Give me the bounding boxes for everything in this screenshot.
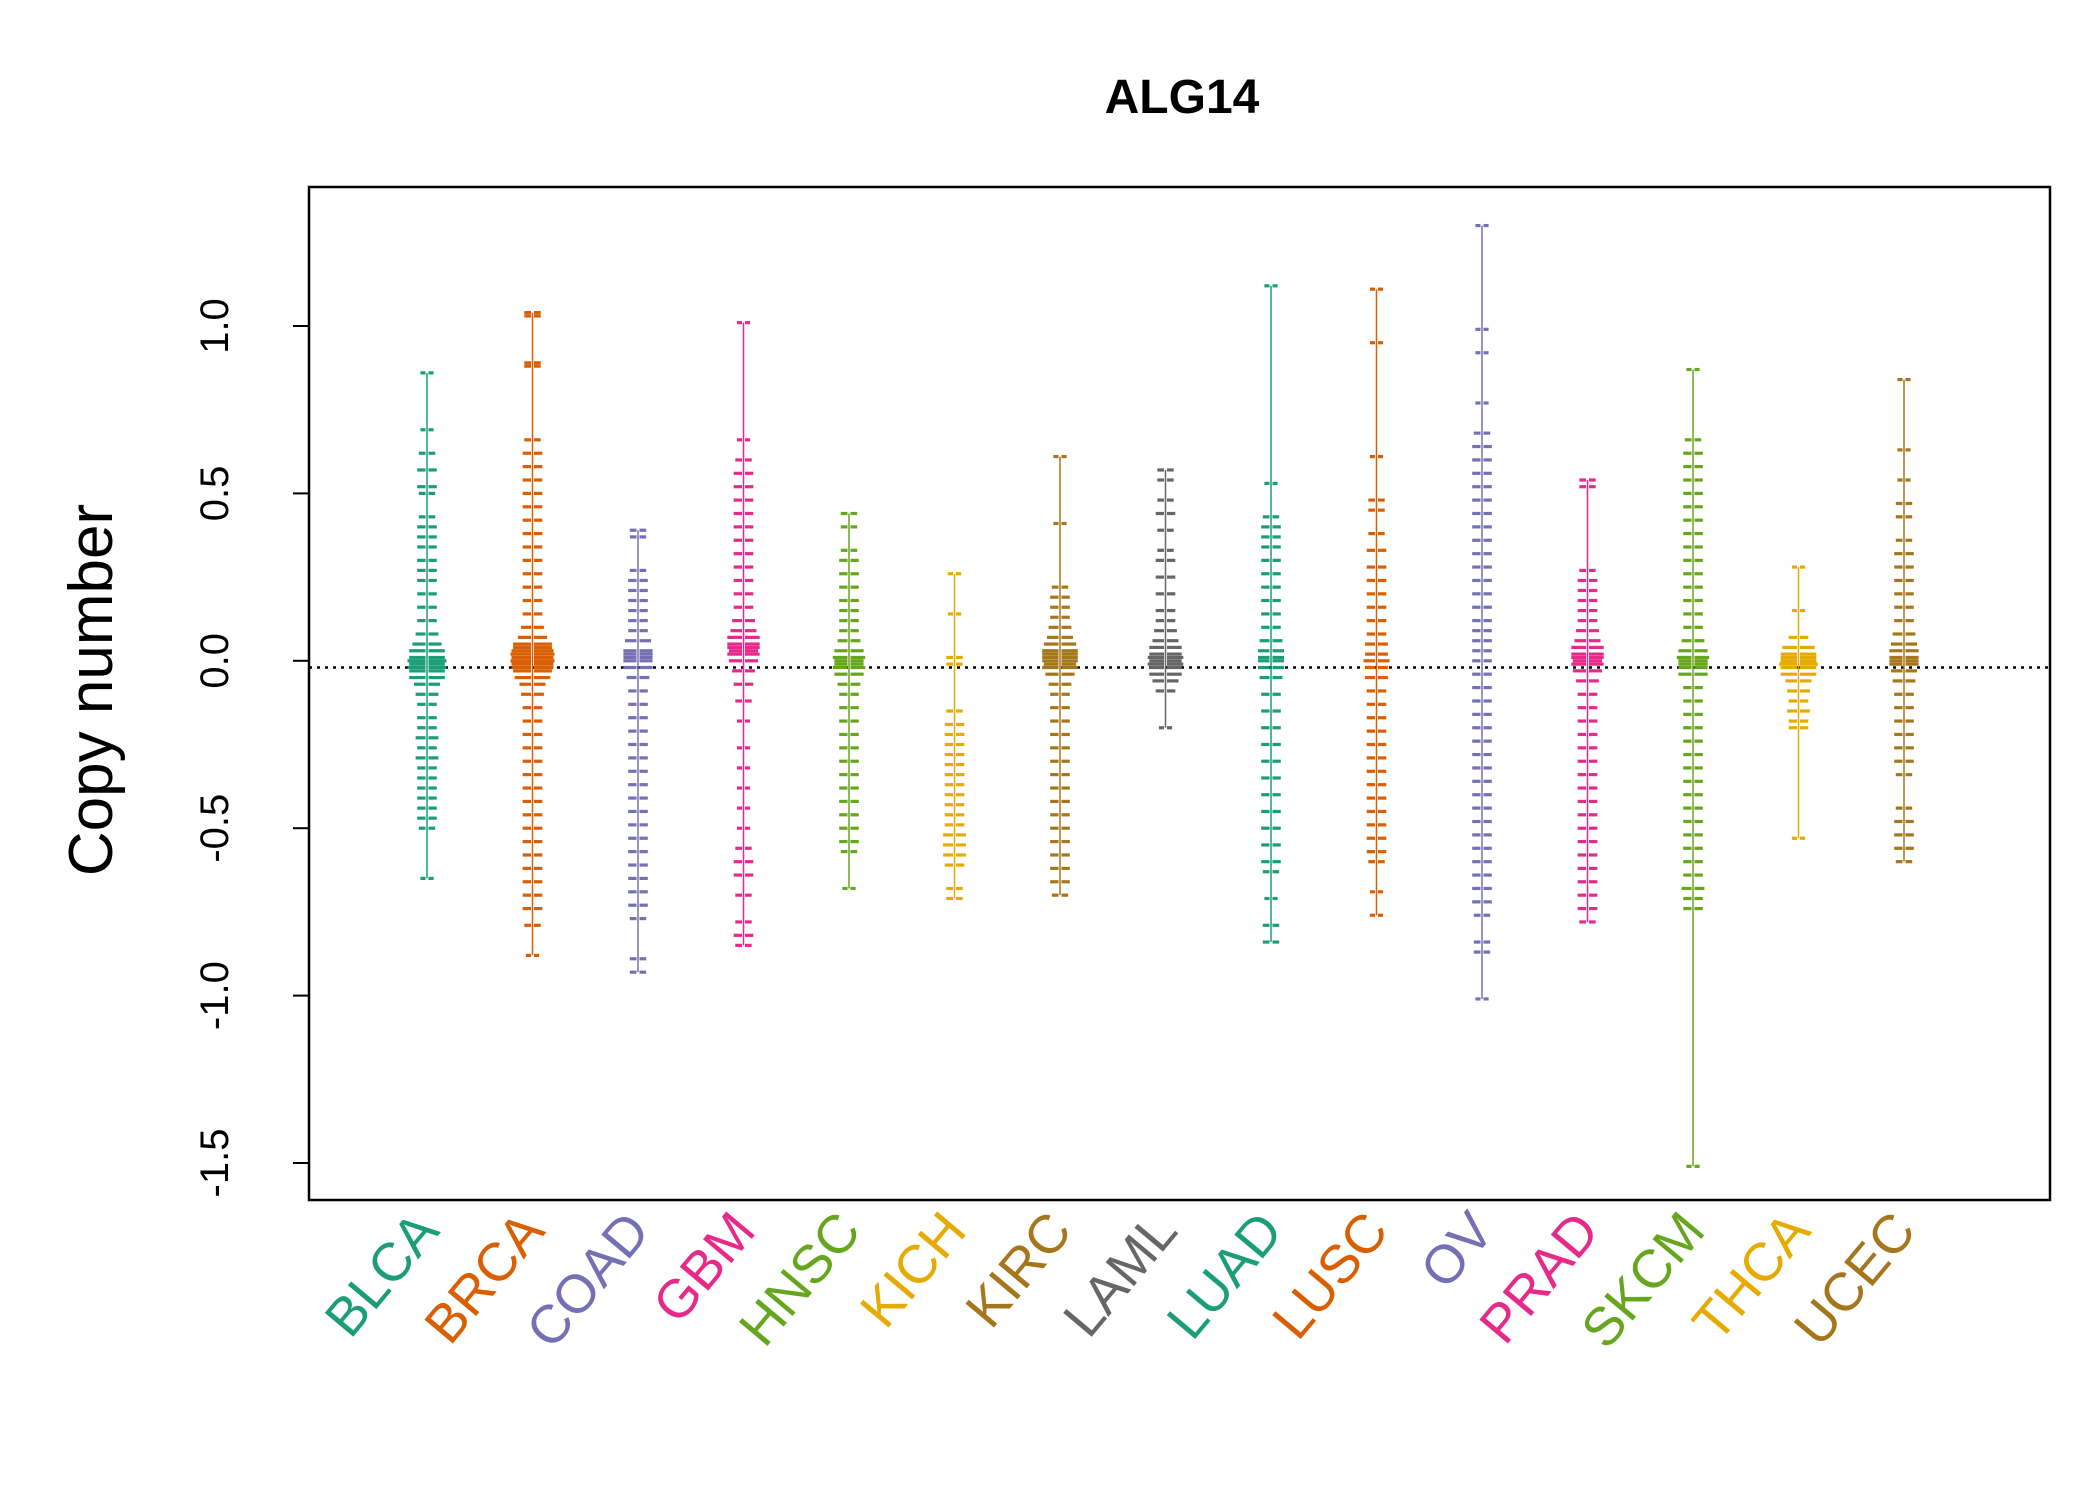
data-marks (407, 223, 1919, 1168)
x-tick-label-kich: KICH (849, 1201, 978, 1338)
series-laml (1147, 468, 1184, 730)
series-ucec (1889, 377, 1919, 864)
series-skcm (1676, 367, 1710, 1168)
series-luad (1258, 284, 1284, 944)
y-tick-label: 0.5 (193, 466, 237, 522)
series-thca (1779, 565, 1818, 840)
y-tick-label: -0.5 (193, 794, 237, 863)
x-tick-label-lusc: LUSC (1261, 1201, 1400, 1350)
x-tick-label-ucec: UCEC (1783, 1201, 1927, 1357)
series-kirc (1042, 454, 1078, 897)
y-tick-label: -1.5 (193, 1129, 237, 1198)
series-gbm (727, 321, 760, 947)
series-hnsc (832, 511, 866, 891)
series-lusc (1363, 287, 1390, 917)
series-brca (510, 311, 555, 958)
series-ov (1472, 223, 1492, 1001)
y-tick-label: 0.0 (193, 633, 237, 689)
x-tick-label-laml: LAML (1052, 1201, 1189, 1348)
series-kich (943, 572, 966, 901)
series-coad (623, 528, 653, 974)
y-axis-label: Copy number (57, 504, 126, 876)
x-tick-label-ov: OV (1409, 1201, 1505, 1299)
chart-title: ALG14 (1105, 71, 1260, 124)
plot-frame (307, 185, 2052, 1202)
series-blca (407, 371, 447, 881)
series-prad (1571, 478, 1604, 924)
y-tick-label: 1.0 (193, 298, 237, 354)
y-axis: -1.5 -1.0 -0.5 0.0 0.5 1.0 (193, 298, 310, 1198)
y-tick-label: -1.0 (193, 961, 237, 1030)
x-tick-label-hnsc: HNSC (728, 1201, 872, 1357)
x-tick-label-luad: LUAD (1156, 1201, 1295, 1350)
